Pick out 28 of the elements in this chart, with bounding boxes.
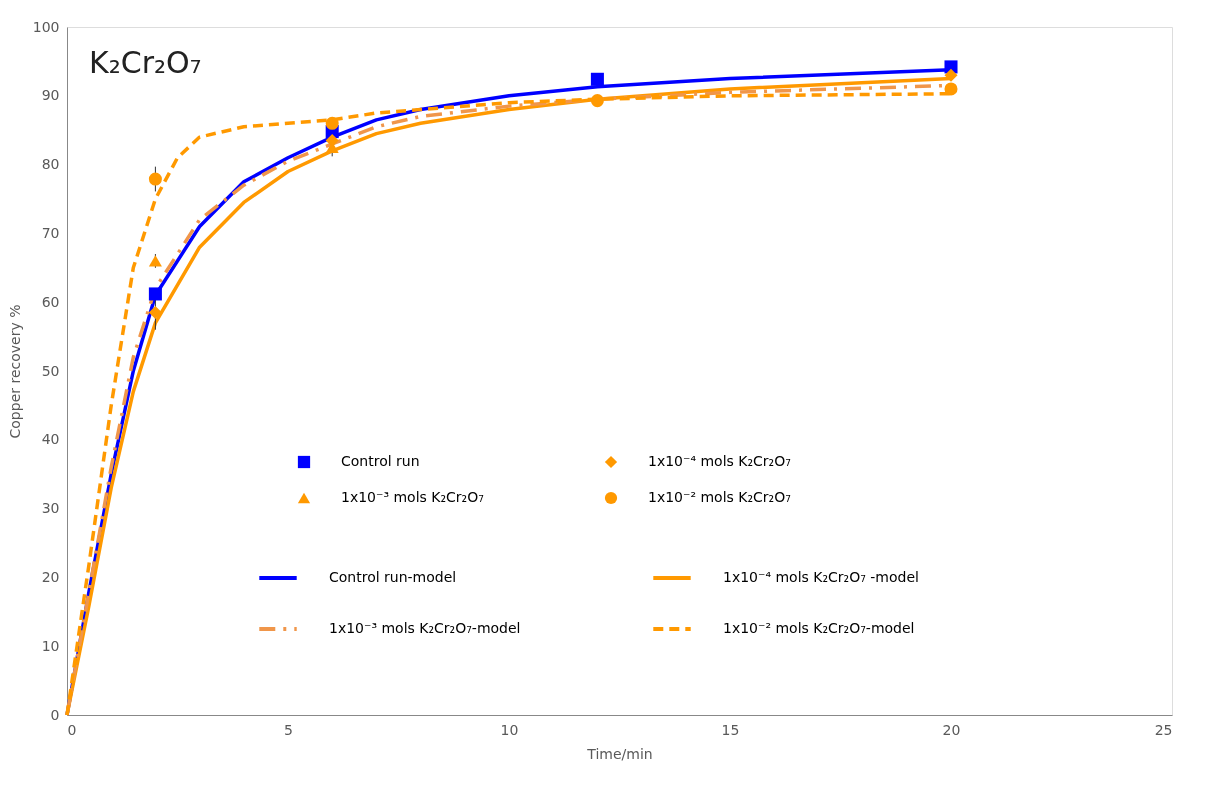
y-tick-label: 0 — [50, 706, 60, 723]
x-tick-label: 0 — [67, 721, 77, 738]
x-axis-title: Time/min — [586, 745, 653, 762]
x-tick-label: 25 — [1154, 721, 1173, 738]
y-tick-label: 10 — [41, 637, 60, 654]
y-tick-label: 80 — [41, 156, 60, 173]
y-tick-label: 50 — [41, 362, 60, 379]
y-tick-label: 100 — [32, 18, 60, 35]
legend-label: Control run — [341, 453, 420, 469]
y-axis-title: Copper recovery % — [6, 304, 23, 439]
x-tick-label: 20 — [942, 721, 961, 738]
annotation: K₂Cr₂O₇ — [89, 45, 202, 80]
x-tick-label: 10 — [500, 721, 519, 738]
y-tick-label: 40 — [41, 431, 60, 448]
y-tick-label: 60 — [41, 293, 60, 310]
legend-label: 1x10⁻² mols K₂Cr₂O₇ — [648, 489, 791, 505]
y-tick-label: 90 — [41, 87, 60, 104]
legend-label: 1x10⁻⁴ mols K₂Cr₂O₇ — [648, 453, 791, 469]
legend-label: 1x10⁻² mols K₂Cr₂O₇-model — [723, 620, 915, 636]
y-tick-label: 70 — [41, 224, 60, 241]
legend-label: 1x10⁻³ mols K₂Cr₂O₇ — [341, 489, 484, 505]
y-tick-label: 30 — [41, 500, 60, 517]
y-tick-label: 20 — [41, 568, 60, 585]
legend-label: Control run-model — [329, 569, 457, 585]
x-tick-label: 15 — [721, 721, 740, 738]
legend-label: 1x10⁻³ mols K₂Cr₂O₇-model — [329, 620, 521, 636]
x-tick-label: 5 — [284, 721, 293, 738]
legend-label: 1x10⁻⁴ mols K₂Cr₂O₇ -model — [723, 569, 919, 585]
